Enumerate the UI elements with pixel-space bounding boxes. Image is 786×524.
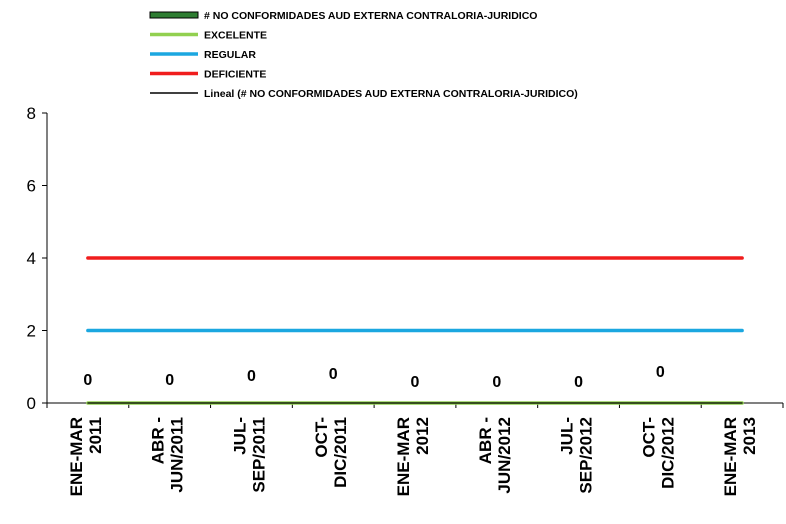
x-tick-text: ABR -JUN/2011 bbox=[149, 417, 187, 493]
x-tick-line: ENE-MAR bbox=[67, 417, 86, 496]
data-label: 0 bbox=[411, 374, 420, 391]
x-tick-line: 2012 bbox=[413, 417, 432, 455]
x-tick-label: ENE-MAR2013 bbox=[721, 417, 759, 496]
legend-label: EXCELENTE bbox=[204, 30, 267, 42]
x-tick-text: ENE-MAR2012 bbox=[394, 417, 432, 496]
x-tick-line: ABR - bbox=[476, 417, 495, 464]
x-tick-line: JUN/2012 bbox=[495, 417, 514, 494]
x-tick-text: ENE-MAR2011 bbox=[67, 417, 105, 496]
legend: # NO CONFORMIDADES AUD EXTERNA CONTRALOR… bbox=[149, 10, 578, 100]
legend-label: DEFICIENTE bbox=[204, 69, 266, 81]
x-tick-text: JUL-SEP/2012 bbox=[558, 417, 596, 494]
legend-label: # NO CONFORMIDADES AUD EXTERNA CONTRALOR… bbox=[204, 10, 537, 22]
data-label: 0 bbox=[329, 366, 338, 383]
x-tick-line: SEP/2011 bbox=[249, 417, 268, 493]
legend-label: REGULAR bbox=[204, 49, 256, 61]
x-tick-label: OCT-DIC/2012 bbox=[639, 417, 677, 489]
series-lines bbox=[86, 256, 744, 405]
x-tick-label: JUL-SEP/2012 bbox=[558, 417, 596, 494]
x-tick-line: ENE-MAR bbox=[721, 417, 740, 496]
x-tick-line: 2011 bbox=[86, 417, 105, 454]
y-tick-label: 6 bbox=[27, 177, 36, 196]
x-tick-line: JUN/2011 bbox=[168, 417, 187, 493]
x-tick-line: DIC/2011 bbox=[331, 417, 350, 488]
data-label: 0 bbox=[574, 374, 583, 391]
legend-swatch-bar bbox=[149, 11, 199, 19]
data-label: 0 bbox=[656, 364, 665, 381]
x-tick-text: OCT-DIC/2012 bbox=[639, 417, 677, 489]
legend-label: Lineal (# NO CONFORMIDADES AUD EXTERNA C… bbox=[204, 88, 578, 100]
x-tick-line: JUL- bbox=[558, 417, 577, 455]
data-label: 0 bbox=[83, 372, 92, 389]
x-tick-line: 2013 bbox=[740, 417, 759, 455]
x-tick-label: ENE-MAR2011 bbox=[67, 417, 105, 496]
x-tick-line: SEP/2012 bbox=[577, 417, 596, 494]
x-tick-text: JUL-SEP/2011 bbox=[230, 417, 268, 493]
y-tick-label: 4 bbox=[27, 249, 36, 268]
data-label: 0 bbox=[247, 368, 256, 385]
x-tick-line: ENE-MAR bbox=[394, 417, 413, 496]
data-labels: 0 0 0 0 0 0 0 0 bbox=[83, 364, 664, 391]
x-tick-line: OCT- bbox=[639, 417, 658, 458]
x-tick-line: OCT- bbox=[312, 417, 331, 458]
x-tick-label: ENE-MAR2012 bbox=[394, 417, 432, 496]
x-tick-line: ABR - bbox=[149, 417, 168, 464]
x-tick-label: OCT-DIC/2011 bbox=[312, 417, 350, 488]
x-tick-label: ABR -JUN/2011 bbox=[149, 417, 187, 493]
x-tick-line: DIC/2012 bbox=[658, 417, 677, 489]
x-tick-text: ABR -JUN/2012 bbox=[476, 417, 514, 494]
x-tick-label: JUL-SEP/2011 bbox=[230, 417, 268, 493]
data-label: 0 bbox=[165, 372, 174, 389]
x-tick-label: ABR -JUN/2012 bbox=[476, 417, 514, 494]
y-tick-label: 8 bbox=[27, 104, 36, 123]
y-tick-label: 0 bbox=[27, 394, 36, 413]
data-label: 0 bbox=[492, 374, 501, 391]
y-tick-label: 2 bbox=[27, 322, 36, 341]
x-tick-text: ENE-MAR2013 bbox=[721, 417, 759, 496]
x-tick-text: OCT-DIC/2011 bbox=[312, 417, 350, 488]
x-tick-line: JUL- bbox=[230, 417, 249, 455]
